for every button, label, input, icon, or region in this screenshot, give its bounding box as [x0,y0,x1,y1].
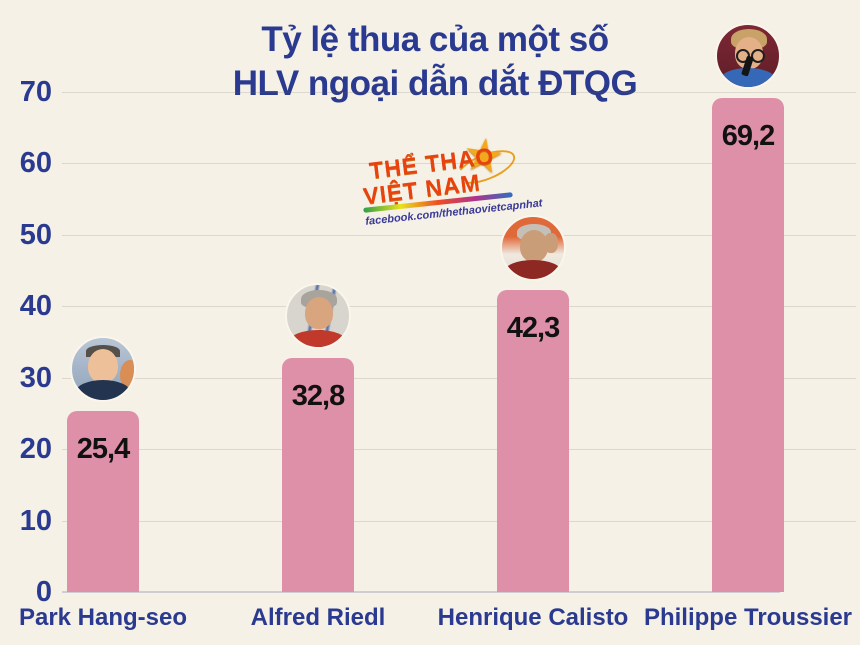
y-axis-tick-label: 70 [19,76,52,108]
y-axis-tick-label: 50 [19,218,52,251]
y-axis-tick-label: 0 [35,576,52,608]
gridline [62,449,856,451]
bar-value-label: 32,8 [291,379,345,412]
chart-title-line1: Tỷ lệ thua của một số [261,20,609,59]
coach-photo-part [720,67,776,87]
y-axis-tick-label: 40 [19,290,52,323]
gridline [62,377,856,379]
coach-photo-part [75,379,131,400]
coach-face [520,229,548,262]
gridline [62,234,856,236]
bar [282,357,354,592]
coach-photo [715,22,781,89]
coach-photo [285,282,351,349]
y-axis-tick-label: 60 [19,147,52,180]
x-axis-category-label: Philippe Troussier [643,604,853,631]
y-axis-tick-label: 10 [19,504,52,537]
gridline [62,520,856,522]
coach-photo-part [120,359,134,390]
bar-value-label: 25,4 [76,432,130,465]
bar [67,410,139,592]
chart-title-line2: HLV ngoại dẫn dắt ĐTQG [232,64,638,104]
coach-photo [70,335,136,402]
gridline [62,163,856,165]
coach-photo-part [290,329,346,347]
coach-photo-part [504,259,562,279]
brand-logo: ★ THỂ THAO VIỆT NAM facebook.com/thethao… [355,126,545,231]
coach-photo-part [544,232,558,253]
bar-value-label: 42,3 [506,311,560,344]
coach-face [305,296,333,329]
bar [497,289,569,592]
gridline [62,92,856,93]
chart-title: Tỷ lệ thua của một số HLV ngoại dẫn dắt … [160,18,710,106]
coach-face [88,348,118,383]
bar [712,97,784,592]
x-axis-category-label: Park Hang-seo [18,604,188,631]
x-axis-category-label: Alfred Riedl [250,604,386,631]
x-axis-category-label: Henrique Calisto [437,604,629,631]
y-axis-tick-label: 30 [19,361,52,394]
bar-value-label: 69,2 [721,119,775,152]
x-axis-baseline [62,591,780,593]
gridline [62,306,856,308]
coach-photo [500,214,566,281]
y-axis-tick-label: 20 [19,433,52,466]
coach-photo-part [751,48,765,63]
